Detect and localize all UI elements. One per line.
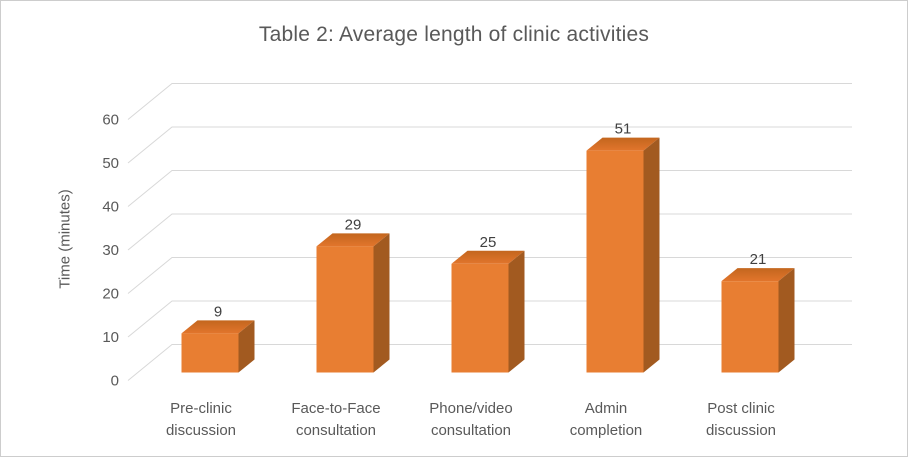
bar-front-face — [586, 150, 644, 373]
y-tick-label: 30 — [102, 242, 119, 259]
y-tick-label: 40 — [102, 199, 119, 216]
bar-top-face — [721, 268, 795, 282]
bar-side-face — [373, 233, 390, 373]
y-tick-label: 60 — [102, 112, 119, 129]
bar-4: 51 — [586, 121, 660, 373]
bar-data-label: 9 — [214, 303, 222, 320]
category-label: Face-to-Face consultation — [291, 400, 380, 439]
bar-front-face — [721, 281, 779, 373]
gridline — [127, 170, 852, 207]
bar-data-label: 21 — [750, 251, 767, 268]
bar-top-face — [316, 233, 390, 247]
y-tick-label: 0 — [111, 373, 119, 390]
bar-2: 29 — [316, 216, 390, 373]
gridline — [127, 83, 852, 120]
bar-side-face — [778, 268, 795, 373]
bar-data-label: 51 — [615, 121, 632, 138]
category-label: Admin completion — [570, 400, 643, 439]
y-tick-label: 20 — [102, 286, 119, 303]
bar-front-face — [316, 246, 374, 373]
bar-top-face — [451, 250, 525, 264]
category-label: Post clinic discussion — [706, 400, 776, 439]
y-tick-label: 10 — [102, 329, 119, 346]
bar-side-face — [238, 320, 255, 373]
bar-5: 21 — [721, 251, 795, 373]
bar-side-face — [508, 250, 525, 373]
bar-1: 9 — [181, 303, 255, 373]
chart-title: Table 2: Average length of clinic activi… — [258, 23, 650, 46]
bar-3: 25 — [451, 234, 525, 373]
bar-top-face — [586, 137, 660, 151]
gridline — [127, 126, 852, 164]
bar-front-face — [451, 263, 509, 373]
category-label: Phone/video consultation — [429, 400, 512, 439]
bar-front-face — [181, 333, 239, 373]
category-label: Pre-clinic discussion — [166, 400, 236, 439]
y-tick-label: 50 — [102, 155, 119, 172]
bar-data-label: 29 — [345, 216, 362, 233]
bar-data-label: 25 — [480, 234, 497, 251]
bar-top-face — [181, 320, 255, 334]
bar-side-face — [643, 137, 660, 373]
